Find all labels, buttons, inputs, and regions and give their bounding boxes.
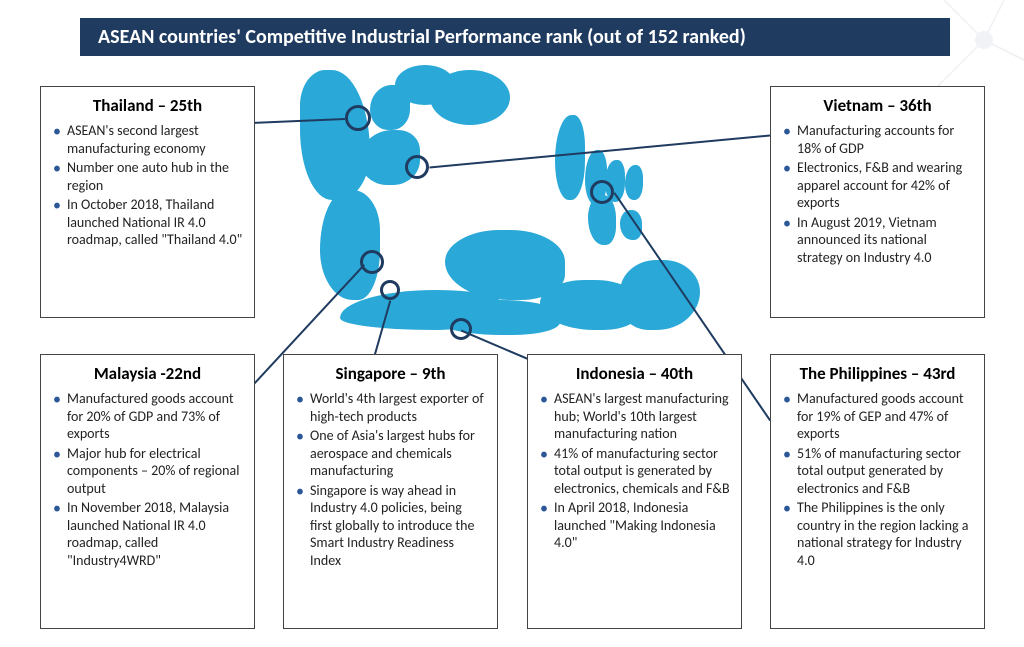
country-card-title: The Philippines – 43rd — [781, 363, 974, 384]
country-card-bullets: World's 4th largest exporter of high-tec… — [294, 390, 487, 569]
country-card-thailand: Thailand – 25th ASEAN's second largest ma… — [40, 86, 255, 318]
country-card-bullet: In April 2018, Indonesia launched "Makin… — [538, 499, 731, 552]
country-card-bullet: Manufactured goods account for 20% of GD… — [51, 390, 244, 443]
map-landmass — [625, 165, 643, 200]
country-card-title: Indonesia – 40th — [538, 363, 731, 384]
country-card-malaysia: Malaysia -22nd Manufactured goods account… — [40, 354, 255, 629]
map-landmass — [430, 70, 510, 125]
country-card-bullet: World's 4th largest exporter of high-tec… — [294, 390, 487, 425]
country-card-bullet: In November 2018, Malaysia launched Nati… — [51, 499, 244, 569]
country-card-bullet: 41% of manufacturing sector total output… — [538, 445, 731, 498]
country-card-bullet: Manufacturing accounts for 18% of GDP — [781, 122, 974, 157]
country-card-bullet: Major hub for electrical components – 20… — [51, 445, 244, 498]
map-landmass — [588, 195, 616, 245]
map-marker-vietnam — [405, 155, 429, 179]
country-card-title: Vietnam – 36th — [781, 95, 974, 116]
country-card-bullets: ASEAN's largest manufacturing hub; World… — [538, 390, 731, 552]
country-card-bullet: 51% of manufacturing sector total output… — [781, 445, 974, 498]
page-title-text: ASEAN countries' Competitive Industrial … — [98, 25, 746, 49]
country-card-title: Singapore – 9th — [294, 363, 487, 384]
map-landmass — [320, 190, 380, 300]
map-landmass — [445, 230, 565, 300]
country-card-bullets: Manufacturing accounts for 18% of GDPEle… — [781, 122, 974, 266]
country-card-bullet: ASEAN's largest manufacturing hub; World… — [538, 390, 731, 443]
country-card-bullet: The Philippines is the only country in t… — [781, 499, 974, 569]
country-card-bullet: In October 2018, Thailand launched Natio… — [51, 196, 244, 249]
country-card-bullet: In August 2019, Vietnam announced its na… — [781, 214, 974, 267]
map-landmass — [340, 290, 500, 330]
country-card-bullet: Singapore is way ahead in Industry 4.0 p… — [294, 482, 487, 570]
page-title-bar: ASEAN countries' Competitive Industrial … — [80, 18, 950, 56]
country-card-title: Malaysia -22nd — [51, 363, 244, 384]
map-marker-thailand — [345, 105, 371, 131]
map-landmass — [605, 160, 625, 202]
country-card-bullets: ASEAN's second largest manufacturing eco… — [51, 122, 244, 249]
country-card-singapore: Singapore – 9th World's 4th largest expor… — [283, 354, 498, 629]
map-landmass — [430, 300, 560, 335]
connector-line — [429, 135, 770, 168]
map-landmass — [370, 85, 410, 130]
map-landmass — [395, 65, 455, 105]
map-landmass — [555, 115, 585, 200]
country-card-bullets: Manufactured goods account for 19% of GE… — [781, 390, 974, 569]
country-card-vietnam: Vietnam – 36th Manufacturing accounts for… — [770, 86, 985, 318]
country-card-bullets: Manufactured goods account for 20% of GD… — [51, 390, 244, 569]
map-landmass — [585, 150, 607, 205]
country-card-indonesia: Indonesia – 40th ASEAN's largest manufact… — [527, 354, 742, 629]
country-card-bullet: Manufactured goods account for 19% of GE… — [781, 390, 974, 443]
connector-line — [252, 118, 345, 123]
country-card-title: Thailand – 25th — [51, 95, 244, 116]
map-marker-singapore — [380, 280, 400, 300]
map-landmass — [620, 210, 642, 240]
country-card-philippines: The Philippines – 43rd Manufactured goods… — [770, 354, 985, 629]
map-landmass — [360, 130, 420, 185]
country-card-bullet: Number one auto hub in the region — [51, 159, 244, 194]
country-card-bullet: One of Asia's largest hubs for aerospace… — [294, 427, 487, 480]
map-landmass — [300, 70, 370, 200]
map-landmass — [540, 280, 640, 330]
country-card-bullet: Electronics, F&B and wearing apparel acc… — [781, 159, 974, 212]
map-marker-malaysia — [360, 250, 384, 274]
map-marker-indonesia — [450, 318, 472, 340]
country-card-bullet: ASEAN's second largest manufacturing eco… — [51, 122, 244, 157]
map-landmass — [620, 260, 700, 330]
map-marker-philippines — [590, 180, 614, 204]
